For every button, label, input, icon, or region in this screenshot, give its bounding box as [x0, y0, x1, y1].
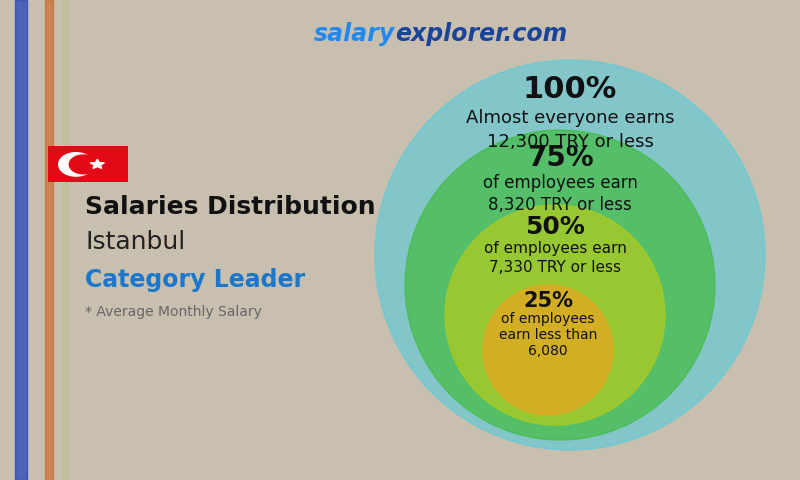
Circle shape — [70, 155, 97, 174]
Bar — [62, 0, 68, 480]
Text: explorer.com: explorer.com — [395, 22, 567, 46]
Polygon shape — [90, 159, 105, 168]
Text: 6,080: 6,080 — [528, 344, 568, 358]
Circle shape — [445, 205, 665, 425]
Text: of employees: of employees — [502, 312, 594, 326]
Circle shape — [375, 60, 765, 450]
Circle shape — [58, 153, 94, 176]
Text: Almost everyone earns: Almost everyone earns — [466, 109, 674, 127]
Text: Salaries Distribution: Salaries Distribution — [85, 195, 376, 219]
Text: of employees earn: of employees earn — [483, 241, 626, 256]
Text: earn less than: earn less than — [499, 328, 597, 342]
Bar — [45, 0, 53, 480]
Text: 75%: 75% — [526, 144, 594, 172]
Text: * Average Monthly Salary: * Average Monthly Salary — [85, 305, 262, 319]
Text: 8,320 TRY or less: 8,320 TRY or less — [488, 196, 632, 214]
Text: 100%: 100% — [523, 75, 617, 105]
Text: 50%: 50% — [525, 215, 585, 239]
Circle shape — [405, 130, 715, 440]
Text: 12,300 TRY or less: 12,300 TRY or less — [486, 133, 654, 151]
Text: 25%: 25% — [523, 291, 573, 311]
Text: salary: salary — [314, 22, 395, 46]
Text: Category Leader: Category Leader — [85, 268, 305, 292]
Text: 7,330 TRY or less: 7,330 TRY or less — [489, 261, 621, 276]
Text: Istanbul: Istanbul — [85, 230, 186, 254]
Bar — [15, 0, 27, 480]
Circle shape — [483, 285, 613, 415]
Text: of employees earn: of employees earn — [482, 174, 638, 192]
